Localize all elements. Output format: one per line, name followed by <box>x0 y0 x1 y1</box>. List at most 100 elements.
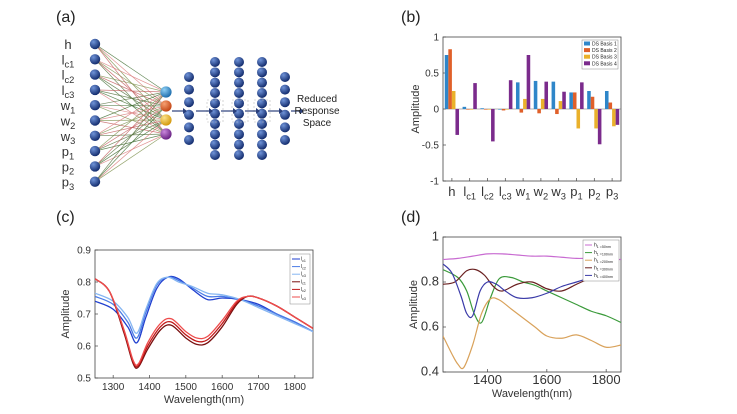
hidden-node <box>234 67 244 78</box>
network-edge <box>94 74 167 107</box>
y-tick-label: 0.8 <box>421 274 439 289</box>
network-edge <box>94 119 167 137</box>
network-edge <box>94 105 167 121</box>
hidden-node <box>184 84 194 95</box>
hidden-node <box>280 109 290 120</box>
bar <box>597 109 602 145</box>
hidden-node <box>257 150 267 160</box>
hidden-node <box>210 150 220 160</box>
hidden-node <box>234 150 244 160</box>
bar <box>451 91 456 109</box>
hidden-node <box>210 98 220 109</box>
network-edge <box>94 74 167 121</box>
network-edge <box>94 91 167 167</box>
network-edge <box>94 91 167 152</box>
y-axis-label: Amplitude <box>410 85 422 134</box>
bar <box>612 109 616 127</box>
input-node <box>89 100 101 111</box>
x-tick-label: 1800 <box>592 372 621 387</box>
input-node <box>89 130 101 141</box>
network-edge <box>94 89 167 135</box>
output-label-line-1: Reduced <box>297 94 337 105</box>
network-edge <box>94 119 167 167</box>
hidden-node <box>234 88 244 98</box>
legend-swatch <box>584 54 590 59</box>
legend-entry: lc1 <box>301 257 306 263</box>
y-tick-label: 0 <box>433 105 439 116</box>
input-node <box>89 176 101 187</box>
network-edge <box>94 104 167 107</box>
legend-entry: lc2 <box>301 287 306 293</box>
hidden-node <box>257 129 267 140</box>
legend-swatch <box>584 48 590 53</box>
legend-entry: lc3 <box>301 272 306 278</box>
arrow-head <box>209 108 213 114</box>
latent-node <box>160 100 172 112</box>
network-edge <box>94 43 167 107</box>
y-axis-label: Amplitude <box>60 290 72 339</box>
hidden-node <box>210 139 220 150</box>
network-edge <box>94 74 167 93</box>
legend-entry: h1 =100nm <box>594 250 613 256</box>
network-edge <box>94 105 167 182</box>
series-line <box>443 269 621 324</box>
hidden-node <box>234 119 244 129</box>
hidden-node <box>257 88 267 98</box>
bar <box>587 91 591 109</box>
input-node <box>89 69 101 80</box>
hidden-node <box>210 77 220 88</box>
y-tick-label: 0.9 <box>77 246 91 257</box>
hidden-node <box>280 97 290 108</box>
hidden-node <box>210 67 220 78</box>
x-tick-label: h <box>448 184 455 199</box>
legend-entry: h1 =50nm <box>594 243 611 249</box>
bar <box>576 109 581 129</box>
bar <box>537 109 541 114</box>
hidden-node <box>257 98 267 109</box>
x-tick-label: lc1 <box>463 184 476 201</box>
network-edge <box>94 59 167 135</box>
y-tick-label: 1 <box>432 229 439 244</box>
legend-swatch <box>584 61 590 66</box>
x-tick-label: p2 <box>588 184 600 201</box>
network-edge <box>94 91 167 182</box>
series-line <box>443 268 592 292</box>
hidden-node <box>210 119 220 129</box>
bar <box>526 55 531 109</box>
input-node <box>89 84 101 96</box>
panel-label-a: (a) <box>56 9 76 26</box>
x-tick-label: p3 <box>606 184 618 201</box>
input-label: p2 <box>62 159 74 176</box>
legend-entry: lc3 <box>301 295 306 301</box>
network-edge <box>94 59 167 107</box>
network-edge <box>94 91 167 106</box>
legend-entry: DS Basis 1 <box>592 42 617 48</box>
hidden-node <box>280 72 290 82</box>
x-tick-label: 1500 <box>175 382 198 393</box>
x-tick-label: 1300 <box>102 382 125 393</box>
network-edge <box>94 119 167 182</box>
network-edge <box>94 59 167 121</box>
x-axis-label: Wavelength(nm) <box>492 388 572 400</box>
input-node <box>89 145 101 157</box>
input-label: lc2 <box>62 68 75 85</box>
series-line <box>95 276 313 334</box>
latent-node <box>160 128 172 140</box>
y-tick-label: 0.8 <box>77 278 91 289</box>
arrow-head <box>233 108 237 114</box>
line-chart-c-panel: 0.5 0.6 0.7 0.8 0.9 1300 1400 1500 1600 1700 1800 W… <box>60 246 314 406</box>
input-label: lc3 <box>62 83 75 100</box>
network-edge <box>94 105 167 137</box>
hidden-node <box>234 129 244 140</box>
panel-label-d: (d) <box>401 209 421 226</box>
y-tick-label: 0.7 <box>77 310 91 321</box>
hidden-node <box>184 135 194 145</box>
hidden-node <box>257 119 267 129</box>
input-label: w1 <box>60 98 76 115</box>
x-tick-label: w3 <box>550 184 566 201</box>
series-line <box>95 278 313 366</box>
legend-entry: h1 =300nm <box>594 265 613 271</box>
hidden-node <box>184 97 194 108</box>
